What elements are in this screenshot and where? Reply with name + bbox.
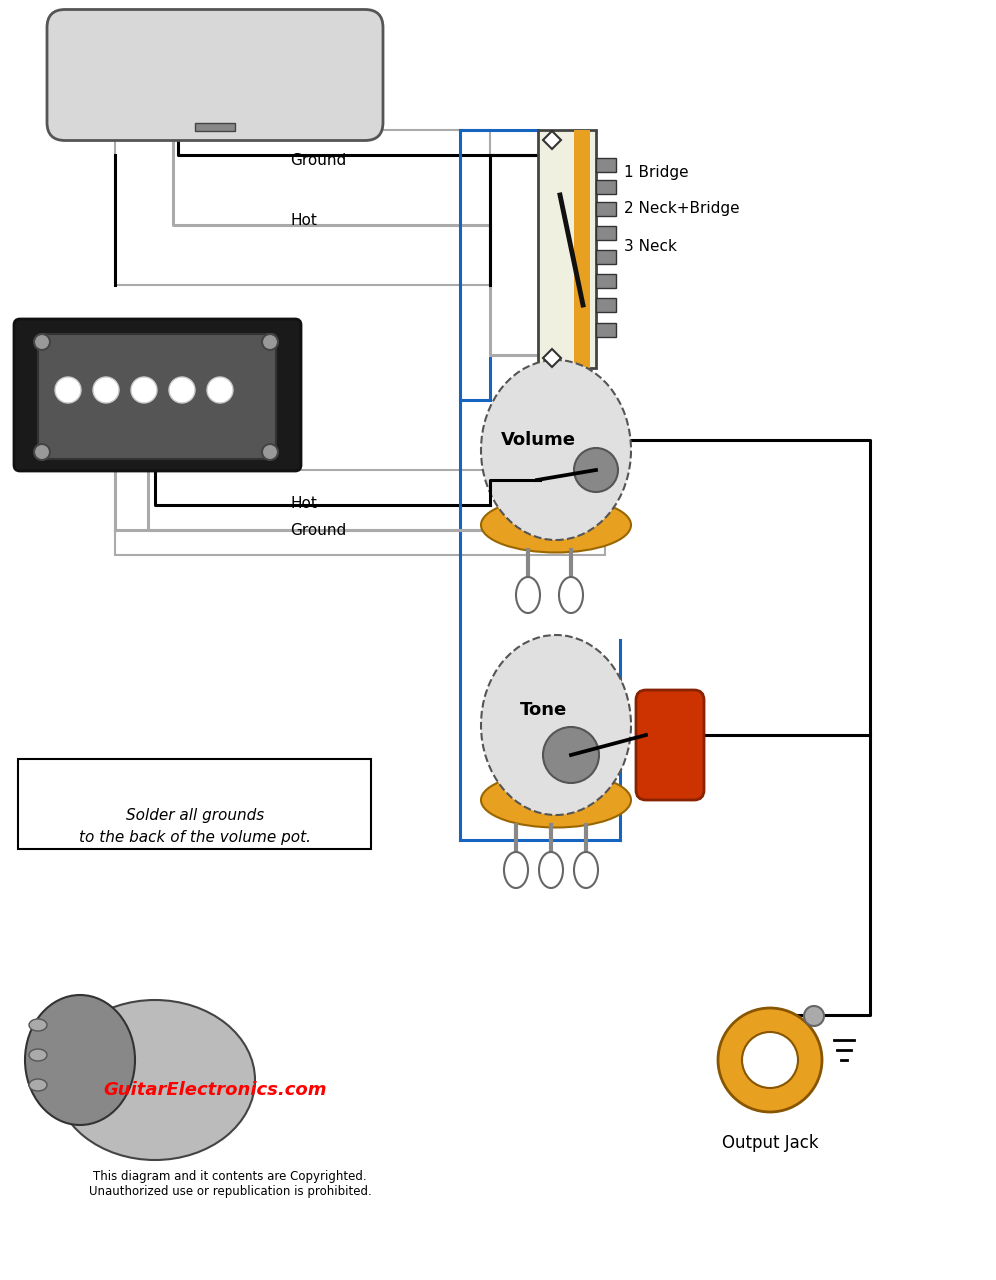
Circle shape bbox=[34, 334, 50, 349]
Circle shape bbox=[34, 444, 50, 460]
FancyBboxPatch shape bbox=[38, 334, 276, 460]
Text: 2 Neck+Bridge: 2 Neck+Bridge bbox=[624, 201, 740, 215]
FancyBboxPatch shape bbox=[18, 759, 371, 849]
Text: Hot: Hot bbox=[290, 495, 317, 511]
FancyBboxPatch shape bbox=[636, 690, 704, 800]
Circle shape bbox=[543, 727, 599, 783]
Polygon shape bbox=[543, 131, 561, 148]
Text: Tone: Tone bbox=[520, 701, 568, 719]
Ellipse shape bbox=[29, 1050, 47, 1061]
Bar bbox=[596, 202, 616, 216]
Bar bbox=[115, 470, 605, 556]
Text: Ground: Ground bbox=[290, 522, 347, 538]
Text: 1 Bridge: 1 Bridge bbox=[624, 165, 688, 179]
Bar bbox=[596, 274, 616, 288]
Circle shape bbox=[804, 1006, 824, 1027]
Text: Output Jack: Output Jack bbox=[722, 1134, 819, 1152]
Bar bbox=[195, 123, 235, 131]
Circle shape bbox=[742, 1032, 798, 1088]
Ellipse shape bbox=[481, 360, 631, 540]
Text: This diagram and it contents are Copyrighted.
Unauthorized use or republication : This diagram and it contents are Copyrig… bbox=[89, 1170, 372, 1198]
Text: Hot: Hot bbox=[290, 212, 317, 228]
Polygon shape bbox=[543, 349, 561, 367]
Circle shape bbox=[93, 378, 119, 403]
Circle shape bbox=[169, 378, 195, 403]
Bar bbox=[596, 157, 616, 172]
Bar bbox=[115, 131, 490, 285]
Circle shape bbox=[131, 378, 157, 403]
Ellipse shape bbox=[25, 995, 135, 1125]
FancyBboxPatch shape bbox=[47, 9, 383, 141]
Ellipse shape bbox=[539, 852, 563, 888]
Circle shape bbox=[207, 378, 233, 403]
Bar bbox=[596, 250, 616, 264]
Bar bbox=[538, 131, 596, 369]
Ellipse shape bbox=[481, 773, 631, 827]
Ellipse shape bbox=[29, 1019, 47, 1030]
Ellipse shape bbox=[504, 852, 528, 888]
Ellipse shape bbox=[574, 852, 598, 888]
Ellipse shape bbox=[516, 577, 540, 613]
FancyBboxPatch shape bbox=[14, 319, 301, 471]
Ellipse shape bbox=[481, 498, 631, 553]
Text: Volume: Volume bbox=[501, 431, 576, 449]
Circle shape bbox=[262, 444, 278, 460]
Ellipse shape bbox=[29, 1079, 47, 1091]
Circle shape bbox=[262, 334, 278, 349]
Ellipse shape bbox=[481, 635, 631, 815]
Bar bbox=[596, 180, 616, 195]
Bar bbox=[596, 323, 616, 337]
Text: GuitarElectronics.com: GuitarElectronics.com bbox=[104, 1082, 327, 1100]
Bar bbox=[574, 131, 590, 369]
Bar bbox=[596, 227, 616, 241]
Ellipse shape bbox=[55, 1000, 255, 1160]
Text: Solder all grounds
to the back of the volume pot.: Solder all grounds to the back of the vo… bbox=[79, 808, 311, 845]
Ellipse shape bbox=[559, 577, 583, 613]
Bar bbox=[596, 298, 616, 312]
Text: 3 Neck: 3 Neck bbox=[624, 238, 677, 253]
Circle shape bbox=[55, 378, 81, 403]
Text: Ground: Ground bbox=[290, 152, 347, 168]
Circle shape bbox=[574, 448, 618, 492]
Circle shape bbox=[718, 1009, 822, 1112]
